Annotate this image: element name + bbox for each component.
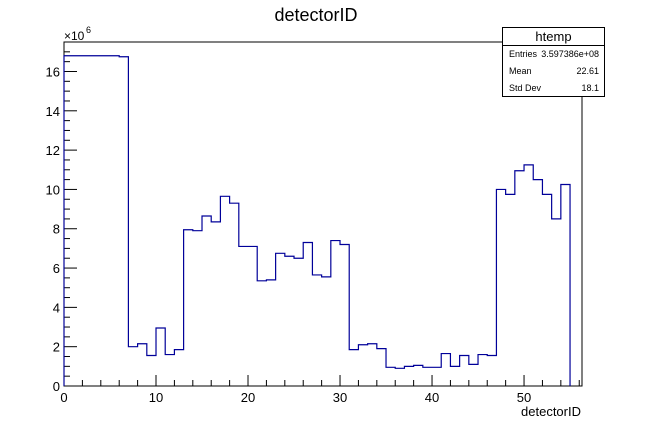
stats-row-entries: Entries 3.597386e+08 bbox=[503, 46, 604, 63]
stats-label: Entries bbox=[509, 49, 538, 59]
histogram-bin bbox=[349, 350, 358, 386]
histogram-bin bbox=[184, 230, 193, 386]
y-exponent: ×10 6 bbox=[64, 25, 91, 43]
x-tick-label: 10 bbox=[149, 390, 163, 405]
histogram-bin bbox=[276, 253, 285, 386]
histogram-bin bbox=[496, 189, 505, 386]
stats-row-stddev: Std Dev 18.1 bbox=[503, 80, 604, 97]
stats-label: Mean bbox=[509, 66, 532, 76]
y-tick-label: 6 bbox=[53, 261, 60, 276]
x-axis: 0 10 20 30 40 50 bbox=[60, 375, 580, 405]
y-axis: 0 2 4 6 8 10 12 14 16 bbox=[46, 51, 77, 394]
x-tick-label: 40 bbox=[425, 390, 439, 405]
x-tick-label: 0 bbox=[60, 390, 67, 405]
histogram-bin bbox=[119, 57, 128, 386]
histogram-bin bbox=[469, 364, 478, 386]
histogram-bin bbox=[257, 281, 266, 386]
histogram-bin bbox=[156, 328, 165, 386]
y-tick-label: 14 bbox=[46, 104, 60, 119]
histogram-bin bbox=[92, 56, 101, 386]
histogram-bin bbox=[303, 243, 312, 386]
histogram-bin bbox=[220, 196, 229, 386]
histogram-bin bbox=[358, 345, 367, 386]
histogram-bin bbox=[368, 344, 377, 386]
y-tick-label: 2 bbox=[53, 340, 60, 355]
histogram-bin bbox=[266, 280, 275, 386]
histogram-bin bbox=[524, 165, 533, 386]
histogram-bin bbox=[110, 56, 119, 386]
histogram-bin bbox=[478, 355, 487, 386]
histogram-bin bbox=[322, 277, 331, 386]
y-tick-label: 16 bbox=[46, 64, 60, 79]
histogram-bin bbox=[312, 275, 321, 386]
histogram-bin bbox=[432, 367, 441, 386]
histogram-bin bbox=[552, 219, 561, 386]
histogram-bin bbox=[248, 246, 257, 386]
histogram-bin bbox=[340, 244, 349, 386]
y-exponent-power: 6 bbox=[86, 25, 91, 35]
histogram-bin bbox=[73, 56, 82, 386]
histogram-bin bbox=[230, 203, 239, 386]
histogram-bin bbox=[331, 241, 340, 386]
stats-title: htemp bbox=[503, 28, 604, 46]
histogram-bin bbox=[193, 231, 202, 386]
histogram-bin bbox=[174, 350, 183, 386]
stats-value: 22.61 bbox=[576, 66, 599, 76]
y-exponent-label: ×10 bbox=[64, 29, 85, 43]
stats-label: Std Dev bbox=[509, 83, 542, 93]
stats-box: htemp Entries 3.597386e+08 Mean 22.61 St… bbox=[502, 27, 605, 97]
histogram-outline bbox=[63, 55, 571, 386]
histogram-bin bbox=[395, 368, 404, 386]
histogram-bin bbox=[294, 258, 303, 386]
histogram-bin bbox=[441, 354, 450, 386]
y-tick-label: 12 bbox=[46, 143, 60, 158]
x-tick-label: 20 bbox=[241, 390, 255, 405]
histogram-bin bbox=[487, 356, 496, 386]
histogram-bin bbox=[506, 194, 515, 386]
stats-row-mean: Mean 22.61 bbox=[503, 63, 604, 80]
histogram-bin bbox=[414, 365, 423, 386]
histogram-bin bbox=[239, 246, 248, 386]
stats-value: 18.1 bbox=[581, 83, 599, 93]
histogram-bin bbox=[101, 56, 110, 386]
histogram-bin bbox=[423, 367, 432, 386]
x-tick-label: 50 bbox=[517, 390, 531, 405]
histogram-bin bbox=[202, 216, 211, 386]
y-tick-label: 8 bbox=[53, 222, 60, 237]
histogram-bin bbox=[165, 355, 174, 386]
histogram-bin bbox=[211, 222, 220, 386]
histogram-bin bbox=[285, 256, 294, 386]
histogram-bin bbox=[450, 366, 459, 386]
histogram-bin bbox=[404, 366, 413, 386]
x-axis-label: detectorID bbox=[521, 404, 581, 419]
y-tick-label: 4 bbox=[53, 300, 60, 315]
y-tick-label: 10 bbox=[46, 182, 60, 197]
histogram-bin bbox=[147, 356, 156, 386]
x-tick-label: 30 bbox=[333, 390, 347, 405]
histogram-bins bbox=[64, 56, 570, 386]
histogram-bin bbox=[515, 171, 524, 386]
histogram-bin bbox=[138, 344, 147, 386]
histogram-bin bbox=[128, 347, 137, 386]
stats-value: 3.597386e+08 bbox=[541, 49, 599, 59]
histogram-bin bbox=[542, 194, 551, 386]
histogram-bin bbox=[561, 185, 570, 386]
histogram-bin bbox=[82, 56, 91, 386]
histogram-bin bbox=[377, 349, 386, 386]
chart-title: detectorID bbox=[274, 5, 357, 25]
histogram-bin bbox=[386, 367, 395, 386]
histogram-bin bbox=[533, 180, 542, 386]
histogram-bin bbox=[460, 356, 469, 386]
y-tick-label: 0 bbox=[53, 379, 60, 394]
